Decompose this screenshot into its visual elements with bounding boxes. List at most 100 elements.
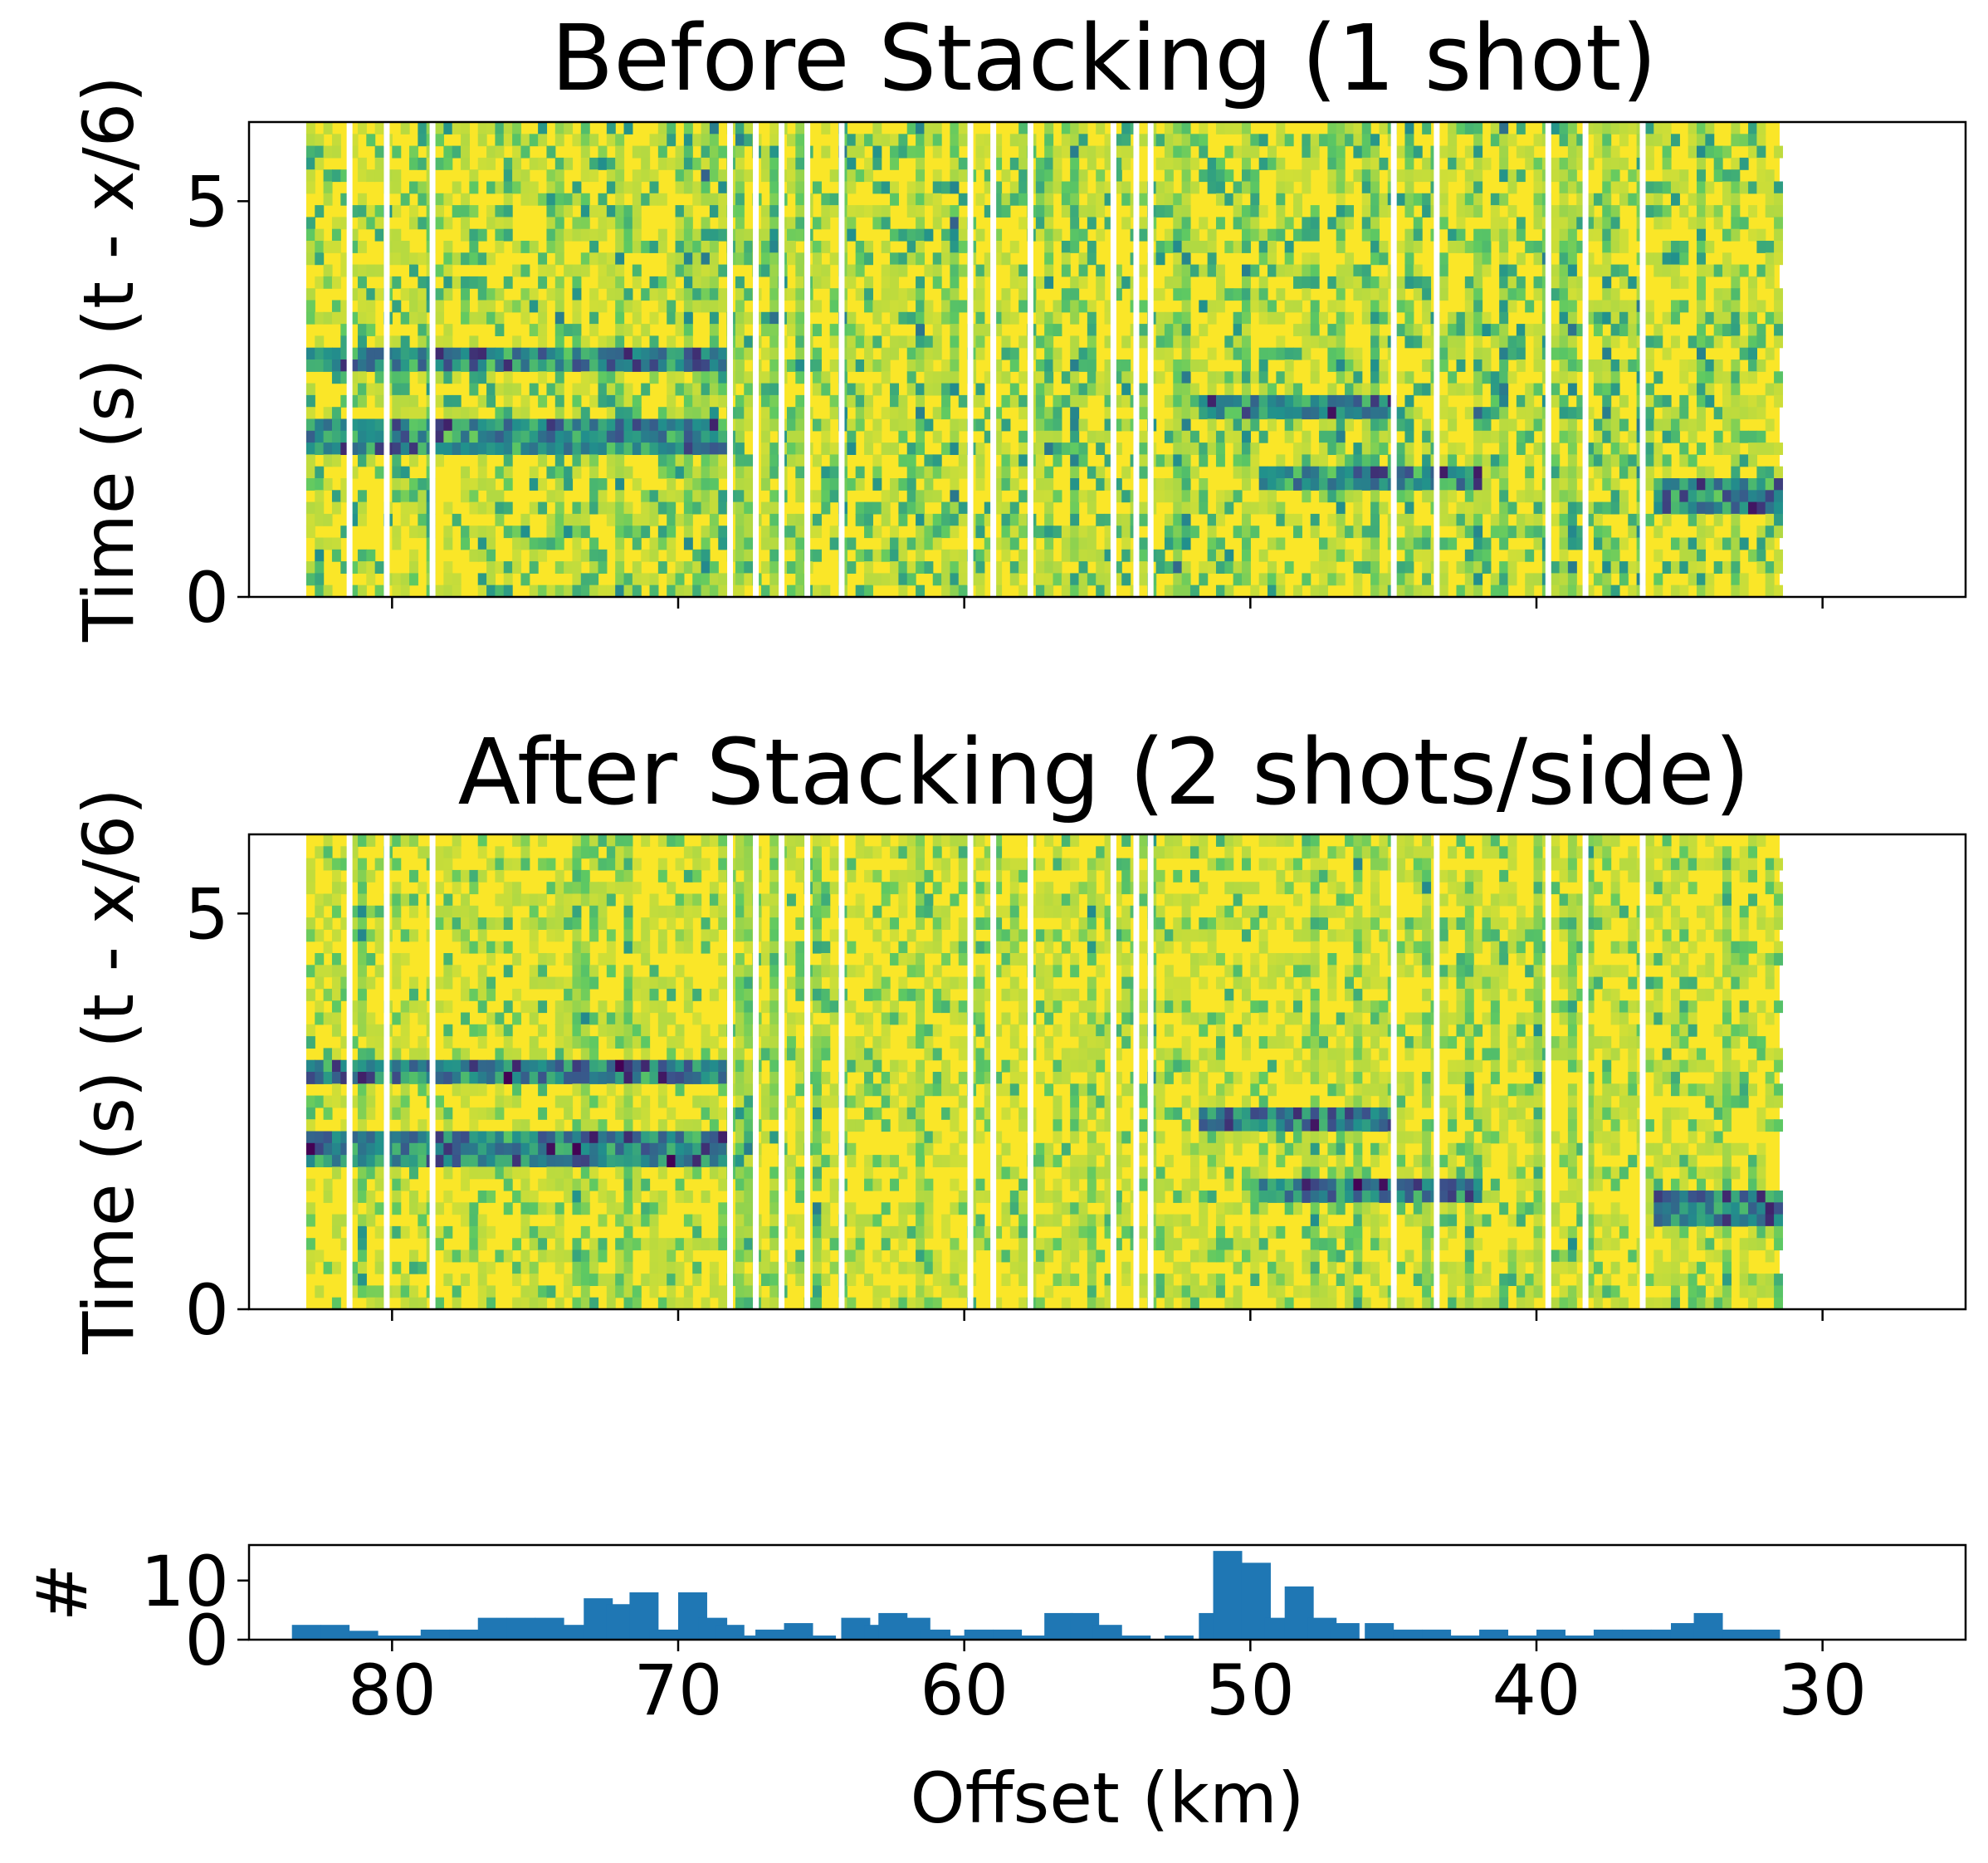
- heatmap-cell: [1774, 443, 1784, 455]
- heatmap-cell: [546, 905, 556, 918]
- heatmap-cell: [1567, 513, 1577, 526]
- heatmap-cell: [409, 1142, 418, 1156]
- heatmap-cell: [357, 905, 367, 918]
- heatmap-cell: [554, 443, 564, 455]
- heatmap-cell: [520, 1131, 530, 1144]
- heatmap-cell: [374, 965, 384, 978]
- heatmap-cell: [1662, 478, 1672, 491]
- heatmap-cell: [357, 1238, 367, 1251]
- heatmap-cell: [1009, 157, 1019, 170]
- heatmap-cell: [400, 347, 410, 360]
- heatmap-cell: [400, 929, 410, 942]
- heatmap-cell: [400, 1012, 410, 1025]
- heatmap-cell: [657, 276, 667, 289]
- heatmap-cell: [1370, 383, 1380, 396]
- heatmap-cell: [1009, 513, 1019, 526]
- heatmap-cell: [692, 383, 702, 396]
- heatmap-cell: [323, 311, 333, 325]
- heatmap-cell: [1499, 537, 1509, 550]
- heatmap-cell: [1241, 335, 1251, 349]
- heatmap-cell: [554, 371, 564, 384]
- heatmap-cell: [315, 145, 325, 159]
- heatmap-cell: [1576, 537, 1586, 550]
- heatmap-cell: [366, 1059, 376, 1073]
- heatmap-cell: [503, 443, 513, 455]
- heatmap-cell: [357, 893, 367, 907]
- heatmap-cell: [1559, 347, 1569, 360]
- panel-after-stacking: After Stacking (2 shots/side) 05 Time (s…: [68, 719, 1967, 1355]
- heatmap-cell: [323, 584, 333, 598]
- heatmap-cell: [675, 418, 685, 432]
- heatmap-after: [305, 834, 1784, 1310]
- heatmap-cell: [718, 466, 728, 479]
- heatmap-cell: [461, 228, 470, 242]
- heatmap-cell: [1404, 537, 1414, 550]
- heatmap-cell: [1464, 300, 1474, 313]
- heatmap-cell: [400, 1107, 410, 1120]
- heatmap-cell: [1413, 228, 1423, 242]
- heatmap-cell: [495, 1012, 505, 1025]
- heatmap-cell: [1413, 145, 1423, 159]
- heatmap-cell: [769, 205, 779, 218]
- heatmap-cell: [435, 134, 444, 147]
- heatmap-cell: [701, 454, 711, 467]
- heatmap-cell: [855, 501, 865, 515]
- heatmap-cell: [1241, 537, 1251, 550]
- heatmap-cell: [890, 561, 899, 574]
- heatmap-cell: [769, 169, 779, 183]
- heatmap-cell: [546, 1225, 556, 1239]
- heatmap-cell: [1576, 490, 1586, 503]
- heatmap-cell: [1164, 561, 1174, 574]
- heatmap-cell: [1679, 537, 1689, 550]
- heatmap-cell: [847, 217, 857, 230]
- heatmap-cell: [349, 1261, 359, 1274]
- heatmap-cell: [1438, 454, 1448, 467]
- heatmap-cell: [1155, 311, 1165, 325]
- heatmap-cell: [357, 241, 367, 253]
- heatmap-cell: [1353, 526, 1363, 539]
- heatmap-cell: [357, 1249, 367, 1263]
- heatmap-cell: [1035, 335, 1045, 349]
- heatmap-cell: [1396, 300, 1406, 313]
- heatmap-cell: [906, 490, 916, 503]
- heatmap-cell: [1697, 134, 1706, 147]
- heatmap-cell: [469, 988, 479, 1001]
- heatmap-cell: [409, 478, 418, 491]
- heatmap-cell: [975, 466, 985, 479]
- heatmap-cell: [1593, 418, 1603, 432]
- heatmap-cell: [477, 1191, 487, 1203]
- heatmap-cell: [1104, 193, 1114, 206]
- heatmap-cell: [374, 1249, 384, 1263]
- heatmap-cell: [1396, 573, 1406, 586]
- heatmap-cell: [538, 1048, 548, 1061]
- heatmap-cell: [1413, 264, 1423, 277]
- heatmap-cell: [1705, 501, 1715, 515]
- heatmap-cell: [641, 383, 651, 396]
- heatmap-cell: [649, 418, 659, 432]
- heatmap-cell: [1602, 383, 1612, 396]
- heatmap-cell: [1765, 573, 1775, 586]
- heatmap-cell: [1302, 407, 1311, 420]
- heatmap-cell: [315, 347, 325, 360]
- heatmap-cell: [1482, 241, 1492, 253]
- heatmap-cell: [1722, 394, 1732, 408]
- heatmap-cell: [520, 1000, 530, 1014]
- heatmap-cell: [529, 1000, 539, 1014]
- heatmap-cell: [374, 122, 384, 134]
- heatmap-cell: [366, 1285, 376, 1298]
- heatmap-cell: [1121, 371, 1131, 384]
- heatmap-cell: [735, 359, 745, 372]
- heatmap-cell: [349, 1000, 359, 1014]
- heatmap-cell: [1121, 537, 1131, 550]
- heatmap-cell: [1189, 430, 1199, 443]
- heatmap-cell: [1121, 549, 1131, 562]
- heatmap-cell: [529, 241, 539, 253]
- heatmap-cell: [709, 454, 719, 467]
- heatmap-cell: [1559, 324, 1569, 336]
- heatmap-cell: [1662, 252, 1672, 266]
- heatmap-cell: [392, 454, 402, 467]
- heatmap-cell: [795, 418, 805, 432]
- heatmap-cell: [916, 537, 926, 550]
- heatmap-cell: [795, 573, 805, 586]
- heatmap-cell: [374, 371, 384, 384]
